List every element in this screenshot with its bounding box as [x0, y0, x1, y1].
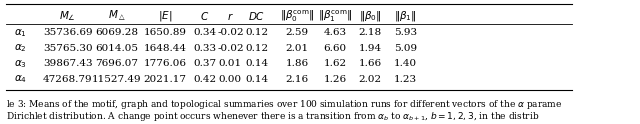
Text: 1.40: 1.40 [394, 59, 417, 68]
Text: 2.18: 2.18 [358, 28, 381, 37]
Text: $\|\beta_1^{\mathrm{com}}\|$: $\|\beta_1^{\mathrm{com}}\|$ [318, 9, 352, 24]
Text: 5.93: 5.93 [394, 28, 417, 37]
Text: 2021.17: 2021.17 [143, 75, 186, 84]
Text: 0.42: 0.42 [193, 75, 216, 84]
Text: 47268.79: 47268.79 [43, 75, 93, 84]
Text: 1.62: 1.62 [323, 59, 347, 68]
Text: $M_{\angle}$: $M_{\angle}$ [60, 9, 76, 23]
Text: 1.26: 1.26 [323, 75, 347, 84]
Text: 1.23: 1.23 [394, 75, 417, 84]
Text: 1.86: 1.86 [285, 59, 308, 68]
Text: 6069.28: 6069.28 [95, 28, 138, 37]
Text: $DC$: $DC$ [248, 10, 266, 22]
Text: 4.63: 4.63 [323, 28, 347, 37]
Text: 1650.89: 1650.89 [143, 28, 186, 37]
Text: 35765.30: 35765.30 [43, 44, 93, 53]
Text: -0.02: -0.02 [217, 44, 244, 53]
Text: 1.94: 1.94 [358, 44, 381, 53]
Text: 2.01: 2.01 [285, 44, 308, 53]
Text: 1.66: 1.66 [358, 59, 381, 68]
Text: $r$: $r$ [227, 11, 234, 22]
Text: 0.12: 0.12 [245, 28, 268, 37]
Text: 7696.07: 7696.07 [95, 59, 138, 68]
Text: $|E|$: $|E|$ [158, 9, 172, 23]
Text: 1648.44: 1648.44 [143, 44, 186, 53]
Text: 2.02: 2.02 [358, 75, 381, 84]
Text: 11527.49: 11527.49 [92, 75, 141, 84]
Text: $\alpha_4$: $\alpha_4$ [13, 73, 27, 85]
Text: $\alpha_1$: $\alpha_1$ [13, 27, 26, 39]
Text: 5.09: 5.09 [394, 44, 417, 53]
Text: 0.00: 0.00 [219, 75, 242, 84]
Text: 1776.06: 1776.06 [143, 59, 186, 68]
Text: $\alpha_2$: $\alpha_2$ [14, 42, 26, 54]
Text: 0.14: 0.14 [245, 59, 268, 68]
Text: 2.16: 2.16 [285, 75, 308, 84]
Text: $\|\beta_1\|$: $\|\beta_1\|$ [394, 9, 417, 23]
Text: $M_{\triangle}$: $M_{\triangle}$ [108, 9, 125, 24]
Text: $\|\beta_0\|$: $\|\beta_0\|$ [359, 9, 381, 23]
Text: $C$: $C$ [200, 10, 209, 22]
Text: 0.33: 0.33 [193, 44, 216, 53]
Text: 0.14: 0.14 [245, 75, 268, 84]
Text: 6.60: 6.60 [323, 44, 347, 53]
Text: -0.02: -0.02 [217, 28, 244, 37]
Text: 2.59: 2.59 [285, 28, 308, 37]
Text: $\alpha_3$: $\alpha_3$ [13, 58, 27, 70]
Text: 0.34: 0.34 [193, 28, 216, 37]
Text: Dirichlet distribution. A change point occurs whenever there is a transition fro: Dirichlet distribution. A change point o… [6, 110, 539, 123]
Text: 39867.43: 39867.43 [43, 59, 93, 68]
Text: le 3: Means of the motif, graph and topological summaries over 100 simulation ru: le 3: Means of the motif, graph and topo… [6, 98, 562, 111]
Text: $\|\beta_0^{\mathrm{com}}\|$: $\|\beta_0^{\mathrm{com}}\|$ [280, 9, 314, 24]
Text: 0.12: 0.12 [245, 44, 268, 53]
Text: 6014.05: 6014.05 [95, 44, 138, 53]
Text: 0.37: 0.37 [193, 59, 216, 68]
Text: 0.01: 0.01 [219, 59, 242, 68]
Text: 35736.69: 35736.69 [43, 28, 93, 37]
